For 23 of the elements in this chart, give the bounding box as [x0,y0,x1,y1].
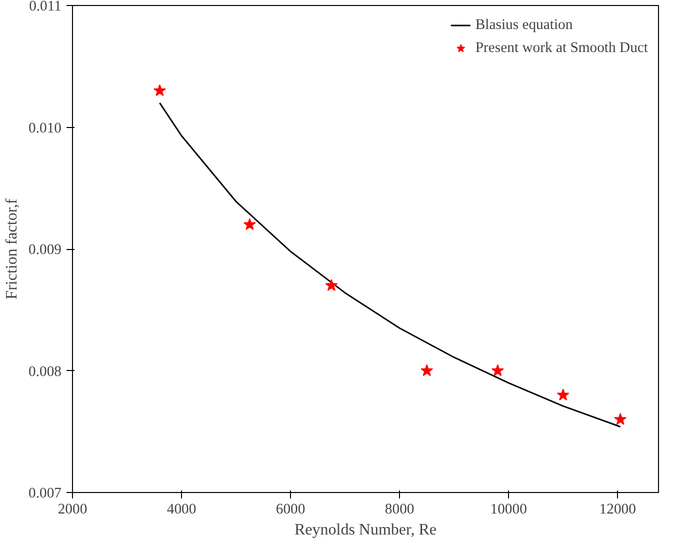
x-tick-label: 6000 [276,502,306,518]
point [154,84,166,96]
y-tick-label: 0.007 [28,486,62,502]
y-tick-label: 0.011 [29,0,62,14]
x-tick-label: 4000 [166,502,196,518]
x-tick-label: 12000 [599,502,636,518]
y-tick-label: 0.009 [28,242,62,258]
point [491,364,504,376]
x-tick-label: 8000 [384,502,414,518]
point [325,279,338,291]
y-axis-title: Friction factor,f [4,198,21,300]
legend-label: Present work at Smooth Duct [475,40,648,56]
y-tick-label: 0.008 [28,364,62,380]
y-tick-label: 0.010 [28,120,62,136]
point [556,388,570,400]
point [420,364,434,376]
x-tick-label: 10000 [490,502,527,518]
x-axis-title: Reynolds Number, Re [294,522,437,538]
point [243,218,256,230]
line-series [158,102,622,428]
point [614,412,627,425]
x-tick-label: 2000 [58,502,88,518]
legend-label: Blasius equation [475,16,573,34]
